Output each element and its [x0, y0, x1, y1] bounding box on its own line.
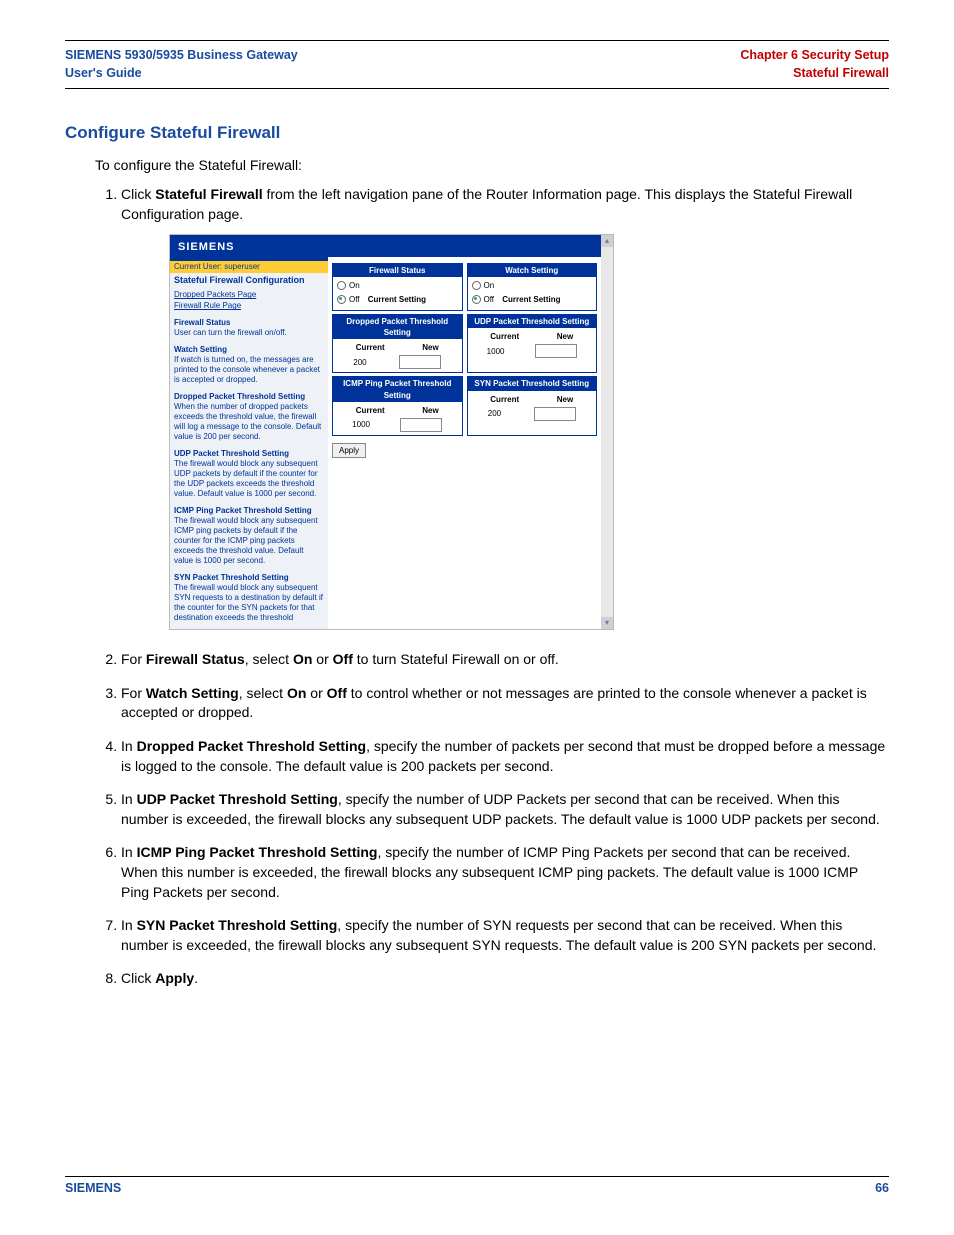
- step-6: In ICMP Ping Packet Threshold Setting, s…: [121, 843, 889, 902]
- input-syn-new[interactable]: [534, 407, 576, 421]
- screenshot-sidebar: SIEMENS Current User: superuser Stateful…: [170, 235, 328, 629]
- intro-text: To configure the Stateful Firewall:: [95, 157, 889, 173]
- step-1: Click Stateful Firewall from the left na…: [121, 185, 889, 630]
- doc-header: SIEMENS 5930/5935 Business Gateway User'…: [65, 47, 889, 89]
- doc-footer: SIEMENS 66: [65, 1176, 889, 1195]
- box-dropped-threshold: Dropped Packet Threshold Setting: [333, 315, 462, 339]
- step-4: In Dropped Packet Threshold Setting, spe…: [121, 737, 889, 776]
- user-bar: Current User: superuser: [170, 261, 328, 273]
- scroll-down-icon[interactable]: ▾: [601, 617, 613, 629]
- radio-fw-on[interactable]: [337, 281, 346, 290]
- box-watch-setting: Watch Setting: [468, 264, 597, 277]
- input-udp-new[interactable]: [535, 344, 577, 358]
- header-guide: User's Guide: [65, 65, 298, 83]
- step-3: For Watch Setting, select On or Off to c…: [121, 684, 889, 723]
- step-5: In UDP Packet Threshold Setting, specify…: [121, 790, 889, 829]
- footer-brand: SIEMENS: [65, 1181, 121, 1195]
- section-title: Configure Stateful Firewall: [65, 123, 889, 143]
- header-chapter: Chapter 6 Security Setup: [740, 47, 889, 65]
- header-section: Stateful Firewall: [740, 65, 889, 83]
- link-dropped-packets[interactable]: Dropped Packets Page: [174, 290, 324, 300]
- input-dropped-new[interactable]: [399, 355, 441, 369]
- step-2: For Firewall Status, select On or Off to…: [121, 650, 889, 670]
- steps-list: Click Stateful Firewall from the left na…: [95, 185, 889, 989]
- box-syn-threshold: SYN Packet Threshold Setting: [468, 377, 597, 390]
- link-firewall-rule[interactable]: Firewall Rule Page: [174, 301, 324, 311]
- scrollbar[interactable]: ▴ ▾: [601, 235, 613, 629]
- input-icmp-new[interactable]: [400, 418, 442, 432]
- radio-watch-off[interactable]: [472, 295, 481, 304]
- box-firewall-status: Firewall Status: [333, 264, 462, 277]
- radio-watch-on[interactable]: [472, 281, 481, 290]
- header-product: SIEMENS 5930/5935 Business Gateway: [65, 47, 298, 65]
- footer-page: 66: [875, 1181, 889, 1195]
- sidebar-title: Stateful Firewall Configuration: [170, 273, 328, 288]
- step-8: Click Apply.: [121, 969, 889, 989]
- box-udp-threshold: UDP Packet Threshold Setting: [468, 315, 597, 328]
- radio-fw-off[interactable]: [337, 295, 346, 304]
- step-7: In SYN Packet Threshold Setting, specify…: [121, 916, 889, 955]
- screenshot-main: Firewall Status On Off Current Setting W…: [328, 235, 601, 629]
- apply-button[interactable]: Apply: [332, 443, 366, 458]
- box-icmp-threshold: ICMP Ping Packet Threshold Setting: [333, 377, 462, 401]
- brand-bar: SIEMENS: [170, 235, 328, 261]
- scroll-up-icon[interactable]: ▴: [601, 235, 613, 247]
- screenshot: SIEMENS Current User: superuser Stateful…: [169, 234, 614, 630]
